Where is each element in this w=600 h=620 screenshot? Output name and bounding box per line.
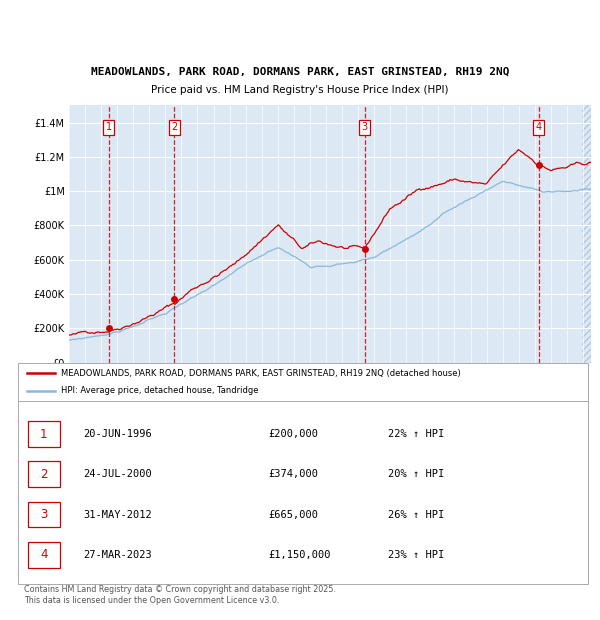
Text: 3: 3 xyxy=(40,508,47,521)
Text: 26% ↑ HPI: 26% ↑ HPI xyxy=(389,510,445,520)
Text: 20-JUN-1996: 20-JUN-1996 xyxy=(83,429,152,439)
Text: 31-MAY-2012: 31-MAY-2012 xyxy=(83,510,152,520)
Text: 27-MAR-2023: 27-MAR-2023 xyxy=(83,550,152,560)
Text: 24-JUL-2000: 24-JUL-2000 xyxy=(83,469,152,479)
Text: Price paid vs. HM Land Registry's House Price Index (HPI): Price paid vs. HM Land Registry's House … xyxy=(151,85,449,95)
Text: 2: 2 xyxy=(40,468,47,481)
Text: 2: 2 xyxy=(171,122,178,132)
Text: 20% ↑ HPI: 20% ↑ HPI xyxy=(389,469,445,479)
FancyBboxPatch shape xyxy=(28,421,59,447)
Text: MEADOWLANDS, PARK ROAD, DORMANS PARK, EAST GRINSTEAD, RH19 2NQ: MEADOWLANDS, PARK ROAD, DORMANS PARK, EA… xyxy=(91,66,509,76)
Text: 23% ↑ HPI: 23% ↑ HPI xyxy=(389,550,445,560)
Text: £200,000: £200,000 xyxy=(269,429,319,439)
Text: HPI: Average price, detached house, Tandridge: HPI: Average price, detached house, Tand… xyxy=(61,386,258,396)
Text: 22% ↑ HPI: 22% ↑ HPI xyxy=(389,429,445,439)
Text: £665,000: £665,000 xyxy=(269,510,319,520)
Text: Contains HM Land Registry data © Crown copyright and database right 2025.
This d: Contains HM Land Registry data © Crown c… xyxy=(24,585,336,604)
Text: MEADOWLANDS, PARK ROAD, DORMANS PARK, EAST GRINSTEAD, RH19 2NQ (detached house): MEADOWLANDS, PARK ROAD, DORMANS PARK, EA… xyxy=(61,368,461,378)
Text: 4: 4 xyxy=(40,548,47,561)
Text: £1,150,000: £1,150,000 xyxy=(269,550,331,560)
FancyBboxPatch shape xyxy=(28,542,59,567)
FancyBboxPatch shape xyxy=(18,363,588,401)
Text: 1: 1 xyxy=(40,428,47,441)
Text: 4: 4 xyxy=(536,122,542,132)
Text: 3: 3 xyxy=(362,122,368,132)
FancyBboxPatch shape xyxy=(28,502,59,528)
Text: £374,000: £374,000 xyxy=(269,469,319,479)
Text: 1: 1 xyxy=(106,122,112,132)
Polygon shape xyxy=(69,105,70,363)
FancyBboxPatch shape xyxy=(28,461,59,487)
Polygon shape xyxy=(581,105,591,363)
FancyBboxPatch shape xyxy=(18,401,588,584)
